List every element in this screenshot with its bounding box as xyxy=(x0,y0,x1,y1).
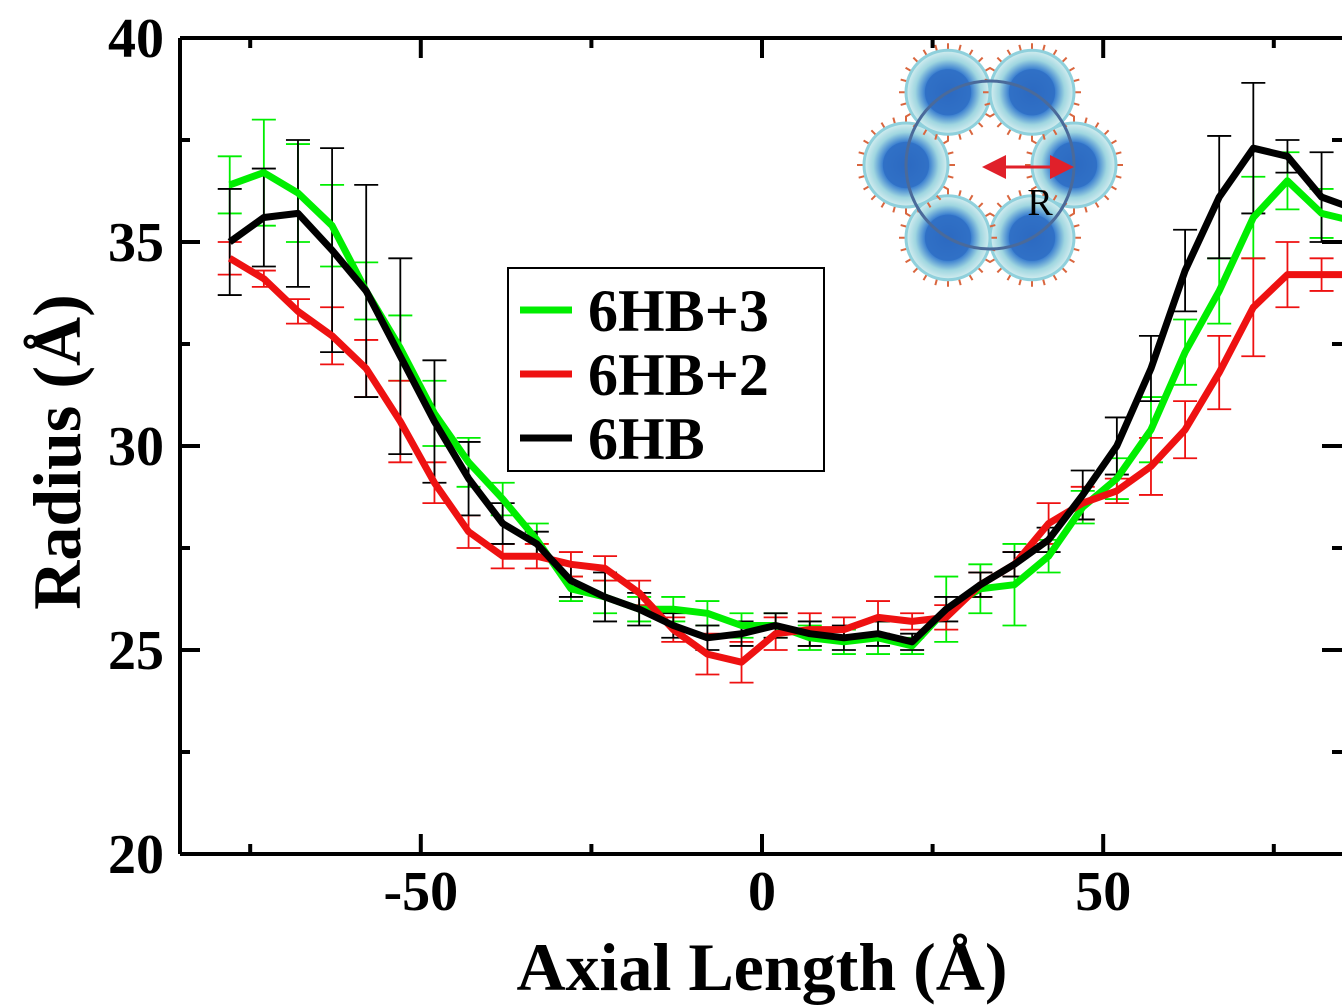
legend-label: 6HB xyxy=(588,406,705,472)
legend-label: 6HB+2 xyxy=(588,342,769,408)
x-axis-label: Axial Length (Å) xyxy=(516,929,1007,1005)
x-tick-label: 0 xyxy=(748,861,776,923)
tick-marks xyxy=(180,36,1342,856)
y-tick-label: 35 xyxy=(108,212,164,274)
y-tick-label: 40 xyxy=(108,8,164,70)
y-tick-label: 20 xyxy=(108,824,164,886)
plot-axes xyxy=(178,36,1342,856)
series-lines xyxy=(227,144,1342,666)
inset-schematic: R xyxy=(857,43,1123,287)
inset-radius-circle xyxy=(904,79,1076,251)
series-line-6hb xyxy=(227,144,1342,646)
x-tick-labels: -50 0 50 xyxy=(383,861,1131,923)
y-tick-label: 25 xyxy=(108,620,164,682)
y-axis-label: Radius (Å) xyxy=(19,294,95,610)
x-tick-label: 50 xyxy=(1075,861,1131,923)
inset-radius-label: R xyxy=(1027,182,1053,224)
x-tick-label: -50 xyxy=(383,861,458,923)
y-tick-labels: 20 25 30 35 40 xyxy=(108,8,164,886)
y-tick-label: 30 xyxy=(108,416,164,478)
legend-label: 6HB+3 xyxy=(588,278,769,344)
